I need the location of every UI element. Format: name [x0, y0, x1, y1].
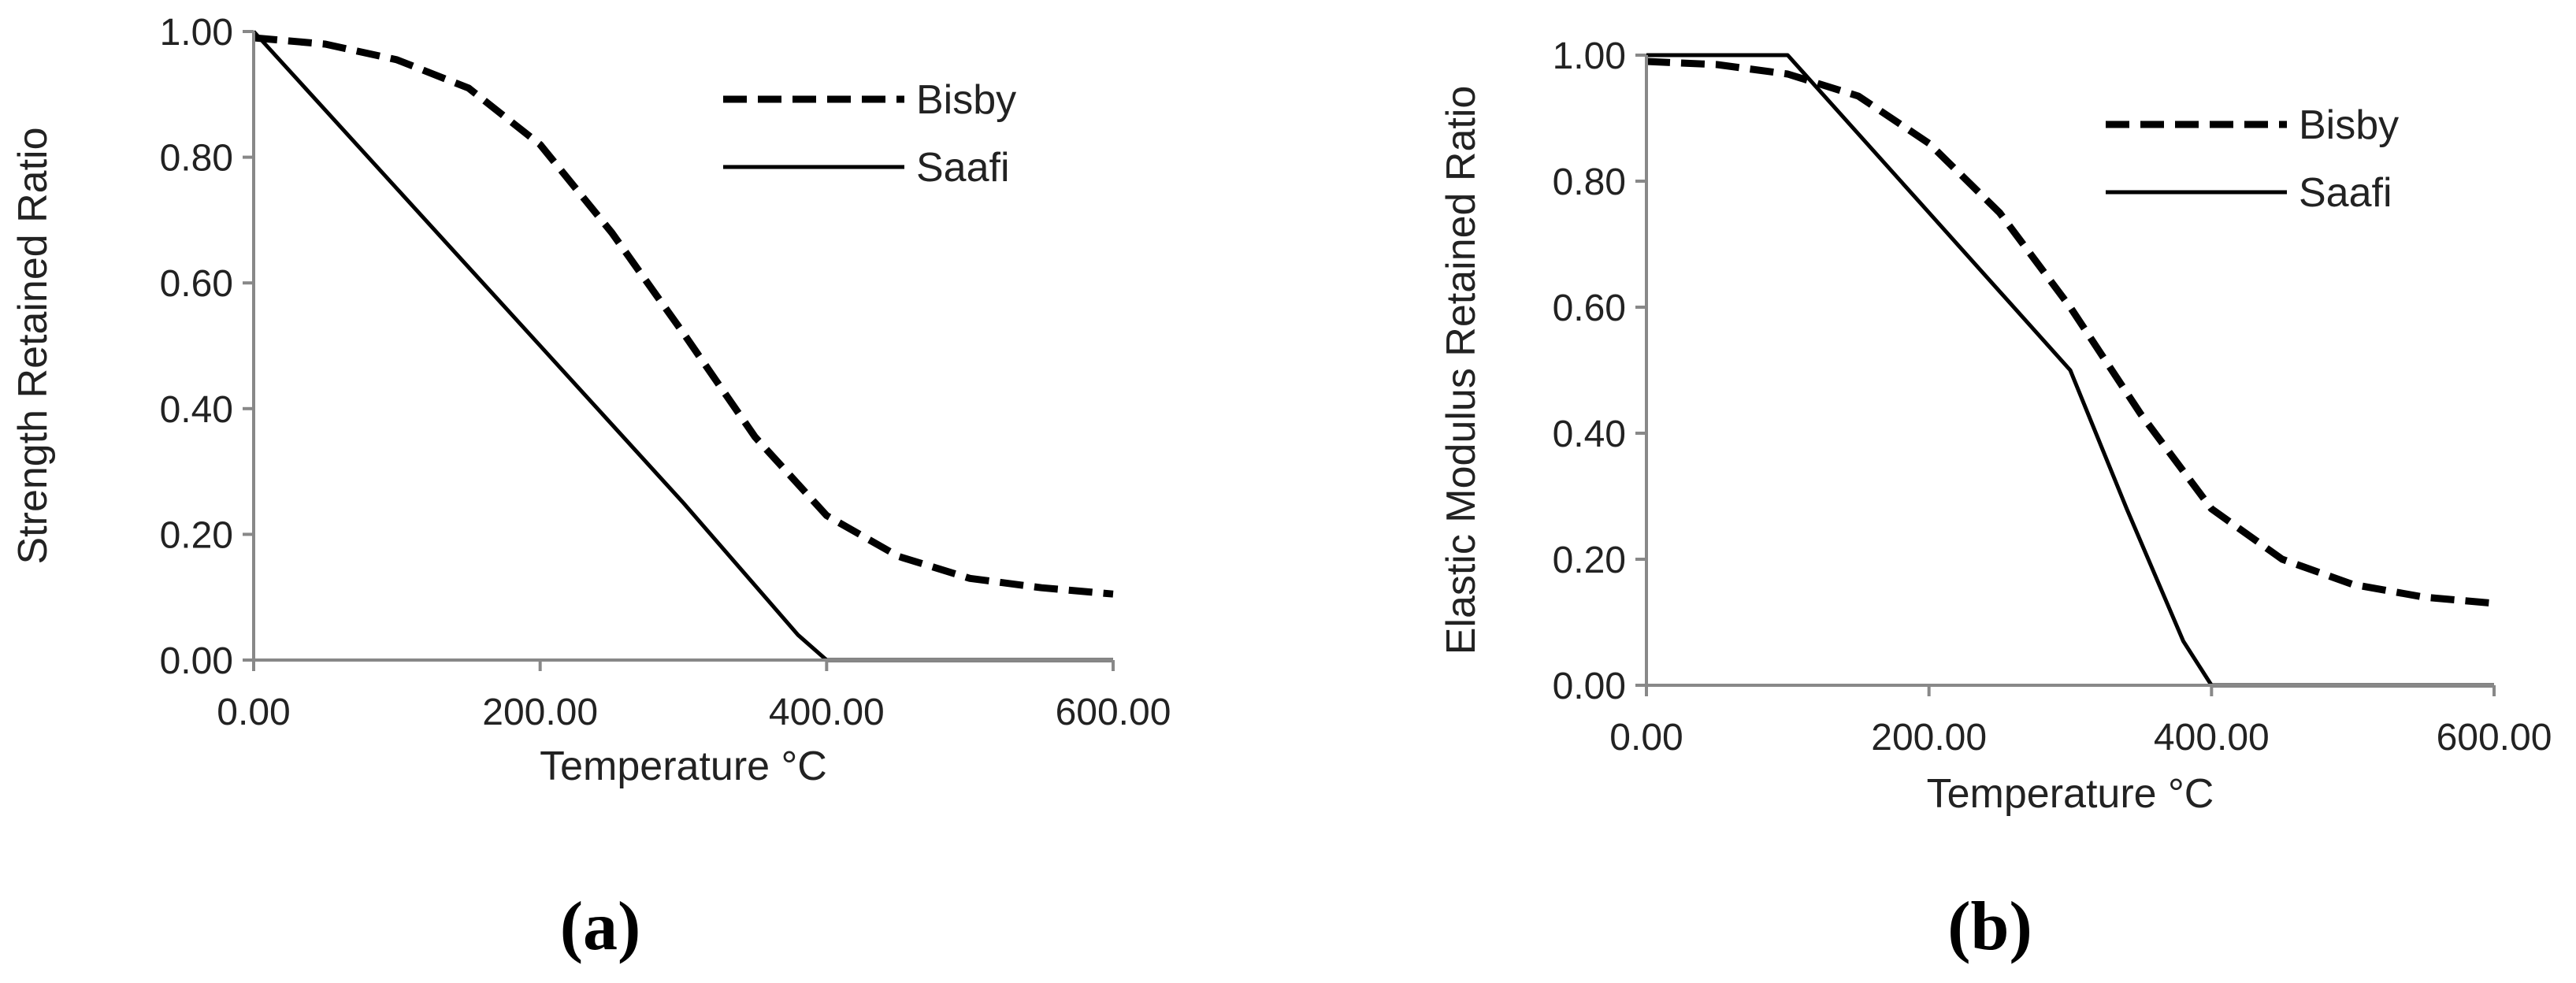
panel-label-b: (b)	[1947, 888, 2032, 965]
series-line-bisby	[253, 34, 1114, 598]
legend: Bisby Saafi	[2106, 102, 2399, 216]
legend-label-bisby: Bisby	[2299, 102, 2399, 148]
legend: Bisby Saafi	[723, 77, 1016, 191]
y-tick-label: 1.00	[1553, 35, 1626, 77]
series-line-saafi	[1646, 53, 2494, 688]
x-tick-label: 400.00	[769, 692, 885, 733]
y-tick-label: 0.40	[160, 389, 233, 431]
y-tick-label: 0.00	[1553, 666, 1626, 707]
y-axis-label: Strength Retained Ratio	[10, 127, 56, 564]
x-tick-label: 0.00	[217, 692, 290, 733]
y-tick-label: 0.80	[1553, 161, 1626, 203]
y-tick-label: 1.00	[160, 12, 233, 54]
series-line-bisby	[1646, 57, 2495, 607]
y-tick-label: 0.60	[160, 263, 233, 305]
y-tick-label: 0.20	[1553, 540, 1626, 581]
x-tick-label: 600.00	[1056, 692, 1171, 733]
y-tick-label: 0.00	[160, 640, 233, 682]
legend-label-bisby: Bisby	[916, 77, 1016, 123]
x-axis-label: Temperature °C	[540, 744, 827, 789]
x-tick-label: 400.00	[2154, 717, 2270, 759]
x-tick-label: 200.00	[1871, 717, 1987, 759]
x-tick-label: 200.00	[482, 692, 598, 733]
x-axis-label: Temperature °C	[1927, 771, 2214, 817]
y-tick-label: 0.20	[160, 514, 233, 556]
y-tick-label: 0.40	[1553, 414, 1626, 455]
y-axis-label: Elastic Modulus Retained Ratio	[1438, 86, 1484, 655]
legend-label-saafi: Saafi	[916, 145, 1010, 191]
x-tick-label: 0.00	[1609, 717, 1683, 759]
chart-panel-b: 0.00 0.20 0.40 0.60 0.80 1.00 0.00 200.00 400.00…	[1438, 35, 2552, 965]
chart-panel-a: 0.00 0.20 0.40 0.60 0.80 1.00 0.00 200.00 400.00…	[10, 12, 1171, 965]
legend-label-saafi: Saafi	[2299, 170, 2392, 216]
y-tick-label: 0.80	[160, 138, 233, 180]
y-tick-label: 0.60	[1553, 287, 1626, 329]
series-line-saafi	[252, 30, 1113, 662]
panel-label-a: (a)	[560, 888, 641, 965]
x-tick-label: 600.00	[2437, 717, 2552, 759]
